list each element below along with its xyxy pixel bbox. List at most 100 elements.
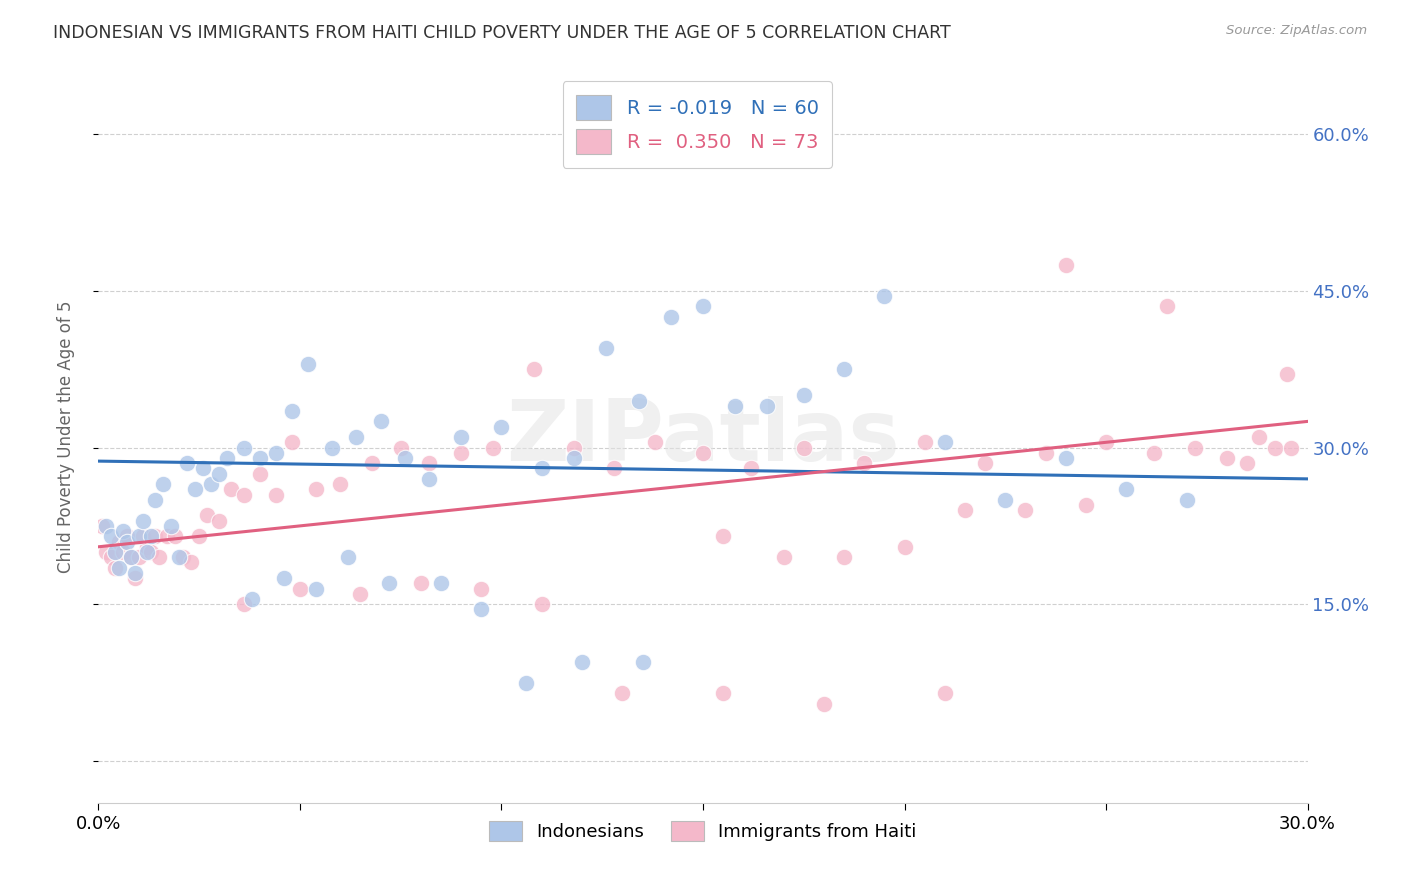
Point [208, 467, 231, 481]
Point [128, 529, 150, 543]
Point [1264, 441, 1286, 455]
Point [281, 435, 304, 450]
Point [389, 441, 412, 455]
Point [470, 602, 492, 616]
Point [1054, 258, 1077, 272]
Point [430, 576, 453, 591]
Point [603, 461, 626, 475]
Point [111, 524, 134, 538]
Point [281, 404, 304, 418]
Point [772, 550, 794, 565]
Point [974, 456, 997, 470]
Point [135, 545, 157, 559]
Point [562, 441, 585, 455]
Point [612, 686, 634, 700]
Point [1095, 435, 1118, 450]
Point [143, 492, 166, 507]
Point [160, 519, 183, 533]
Point [200, 477, 222, 491]
Point [595, 341, 617, 355]
Point [329, 477, 352, 491]
Text: ZIPatlas: ZIPatlas [506, 395, 900, 479]
Point [264, 487, 287, 501]
Point [1236, 456, 1258, 470]
Point [1281, 441, 1303, 455]
Point [953, 503, 976, 517]
Point [132, 514, 155, 528]
Point [111, 545, 134, 559]
Point [692, 446, 714, 460]
Point [1216, 450, 1239, 465]
Point [232, 487, 254, 501]
Point [571, 655, 593, 669]
Point [139, 545, 162, 559]
Point [711, 686, 734, 700]
Point [450, 446, 472, 460]
Point [644, 435, 666, 450]
Point [167, 550, 190, 565]
Point [115, 534, 138, 549]
Point [115, 529, 138, 543]
Point [344, 430, 367, 444]
Point [562, 450, 585, 465]
Point [740, 461, 762, 475]
Point [1014, 503, 1036, 517]
Point [107, 534, 129, 549]
Point [124, 566, 146, 580]
Point [103, 560, 125, 574]
Point [249, 450, 271, 465]
Point [893, 540, 915, 554]
Point [273, 571, 295, 585]
Point [264, 446, 287, 460]
Point [180, 556, 202, 570]
Point [1035, 446, 1057, 460]
Point [148, 550, 170, 565]
Point [756, 399, 779, 413]
Point [530, 461, 553, 475]
Point [914, 435, 936, 450]
Point [143, 529, 166, 543]
Point [491, 419, 513, 434]
Point [450, 430, 472, 444]
Point [394, 450, 416, 465]
Point [135, 540, 157, 554]
Point [631, 655, 654, 669]
Point [711, 529, 734, 543]
Point [659, 310, 682, 324]
Point [627, 393, 650, 408]
Point [184, 483, 207, 497]
Point [132, 529, 155, 543]
Point [349, 587, 371, 601]
Y-axis label: Child Poverty Under the Age of 5: Child Poverty Under the Age of 5 [56, 301, 75, 574]
Point [832, 362, 855, 376]
Point [221, 483, 243, 497]
Point [103, 545, 125, 559]
Point [249, 467, 271, 481]
Point [1054, 450, 1077, 465]
Point [1074, 498, 1097, 512]
Point [208, 514, 231, 528]
Point [515, 675, 537, 690]
Point [128, 550, 150, 565]
Point [195, 508, 218, 523]
Point [107, 560, 129, 574]
Point [793, 441, 815, 455]
Point [176, 456, 198, 470]
Point [172, 550, 194, 565]
Point [692, 300, 714, 314]
Point [418, 456, 440, 470]
Point [124, 571, 146, 585]
Point [91, 519, 114, 533]
Point [217, 450, 239, 465]
Point [240, 592, 263, 607]
Point [530, 597, 553, 611]
Point [193, 461, 215, 475]
Point [188, 529, 211, 543]
Point [1249, 430, 1271, 444]
Point [232, 597, 254, 611]
Text: INDONESIAN VS IMMIGRANTS FROM HAITI CHILD POVERTY UNDER THE AGE OF 5 CORRELATION: INDONESIAN VS IMMIGRANTS FROM HAITI CHIL… [53, 24, 952, 42]
Point [793, 388, 815, 402]
Text: Source: ZipAtlas.com: Source: ZipAtlas.com [1226, 24, 1367, 37]
Point [1156, 300, 1178, 314]
Point [1175, 492, 1198, 507]
